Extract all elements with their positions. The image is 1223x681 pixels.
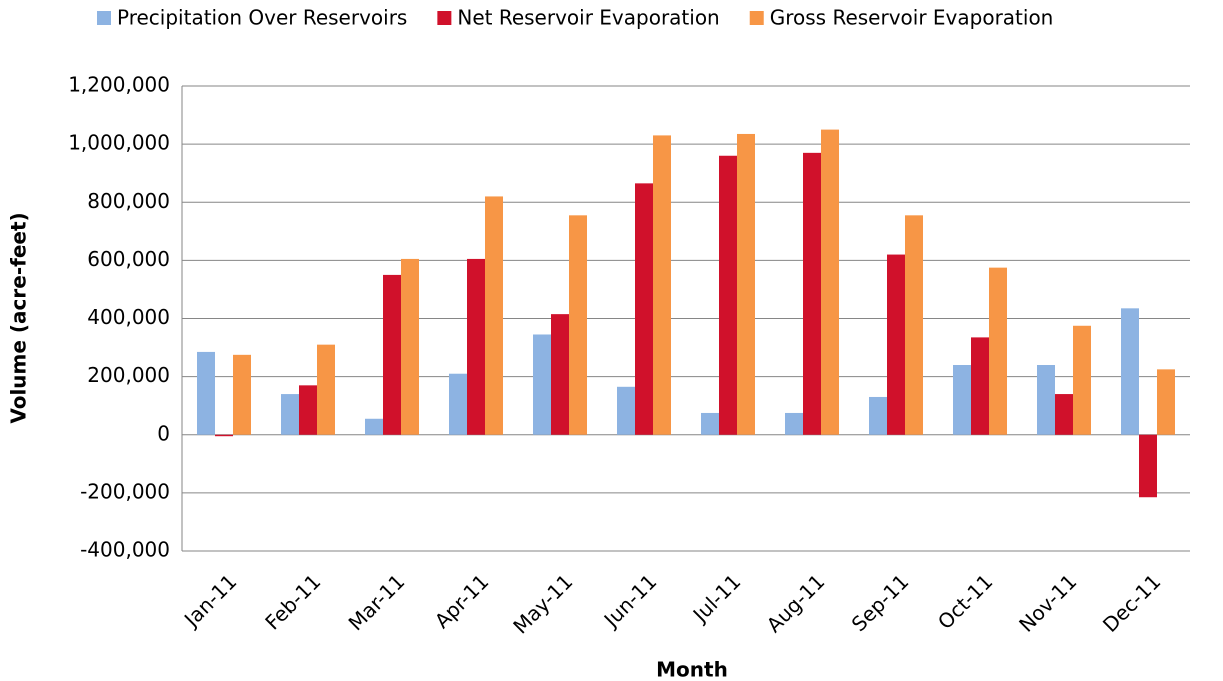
bar — [1073, 325, 1091, 435]
y-axis-title: Volume (acre-feet) — [7, 212, 31, 423]
bar — [281, 394, 299, 435]
x-tick-label: Nov-11 — [1014, 569, 1081, 636]
y-tick-label: 600,000 — [87, 247, 170, 271]
y-tick-label: -400,000 — [80, 538, 170, 562]
x-tick-label: Mar-11 — [344, 569, 410, 635]
y-tick-label: 400,000 — [87, 305, 170, 329]
bar — [401, 258, 419, 435]
legend-swatch — [749, 11, 764, 25]
x-tick-label: Jul-11 — [687, 569, 746, 628]
bar — [905, 215, 923, 435]
x-tick-label: Apr-11 — [430, 569, 494, 633]
bar — [971, 337, 989, 435]
x-tick-label: Dec-11 — [1098, 569, 1165, 636]
bar — [719, 155, 737, 435]
bar — [215, 434, 233, 437]
x-tick-label: May-11 — [508, 569, 577, 638]
x-tick-label: Aug-11 — [762, 569, 830, 637]
bar — [653, 135, 671, 435]
x-axis-title: Month — [656, 658, 728, 681]
bar — [1121, 308, 1139, 435]
bar — [1139, 434, 1157, 498]
bar — [635, 183, 653, 435]
y-tick-label: 1,000,000 — [68, 131, 170, 155]
bar — [551, 314, 569, 435]
legend-swatch — [437, 11, 452, 25]
x-tick-label: Jan-11 — [178, 569, 241, 632]
bar — [299, 385, 317, 435]
bar — [365, 418, 383, 435]
x-tick-label: Oct-11 — [933, 569, 998, 634]
x-tick-label: Sep-11 — [847, 569, 914, 636]
bar — [989, 267, 1007, 435]
legend-label: Precipitation Over Reservoirs — [117, 6, 407, 30]
y-tick-label: 200,000 — [87, 363, 170, 387]
bar — [887, 254, 905, 435]
legend-swatch — [97, 11, 111, 25]
y-tick-label: 0 — [157, 421, 170, 445]
bar — [485, 196, 503, 435]
bar — [233, 354, 251, 435]
legend-label: Gross Reservoir Evaporation — [770, 6, 1054, 30]
bar — [533, 334, 551, 435]
bar — [821, 129, 839, 435]
bar — [701, 412, 719, 435]
bar — [869, 396, 887, 435]
bar — [1055, 394, 1073, 435]
bar — [317, 344, 335, 435]
bar — [953, 365, 971, 435]
bar — [569, 215, 587, 435]
bar — [737, 133, 755, 435]
bar — [617, 386, 635, 435]
bar — [803, 152, 821, 435]
bar — [785, 412, 803, 435]
y-tick-label: -200,000 — [80, 479, 170, 503]
y-tick-label: 800,000 — [87, 189, 170, 213]
bar — [449, 373, 467, 435]
x-tick-label: Jun-11 — [598, 569, 662, 633]
legend-label: Net Reservoir Evaporation — [457, 6, 719, 30]
bar — [1037, 365, 1055, 435]
bar — [197, 351, 215, 435]
bar — [1157, 369, 1175, 435]
x-tick-label: Feb-11 — [260, 569, 325, 634]
bar — [383, 274, 401, 435]
bar — [467, 258, 485, 435]
y-tick-label: 1,200,000 — [68, 73, 170, 97]
